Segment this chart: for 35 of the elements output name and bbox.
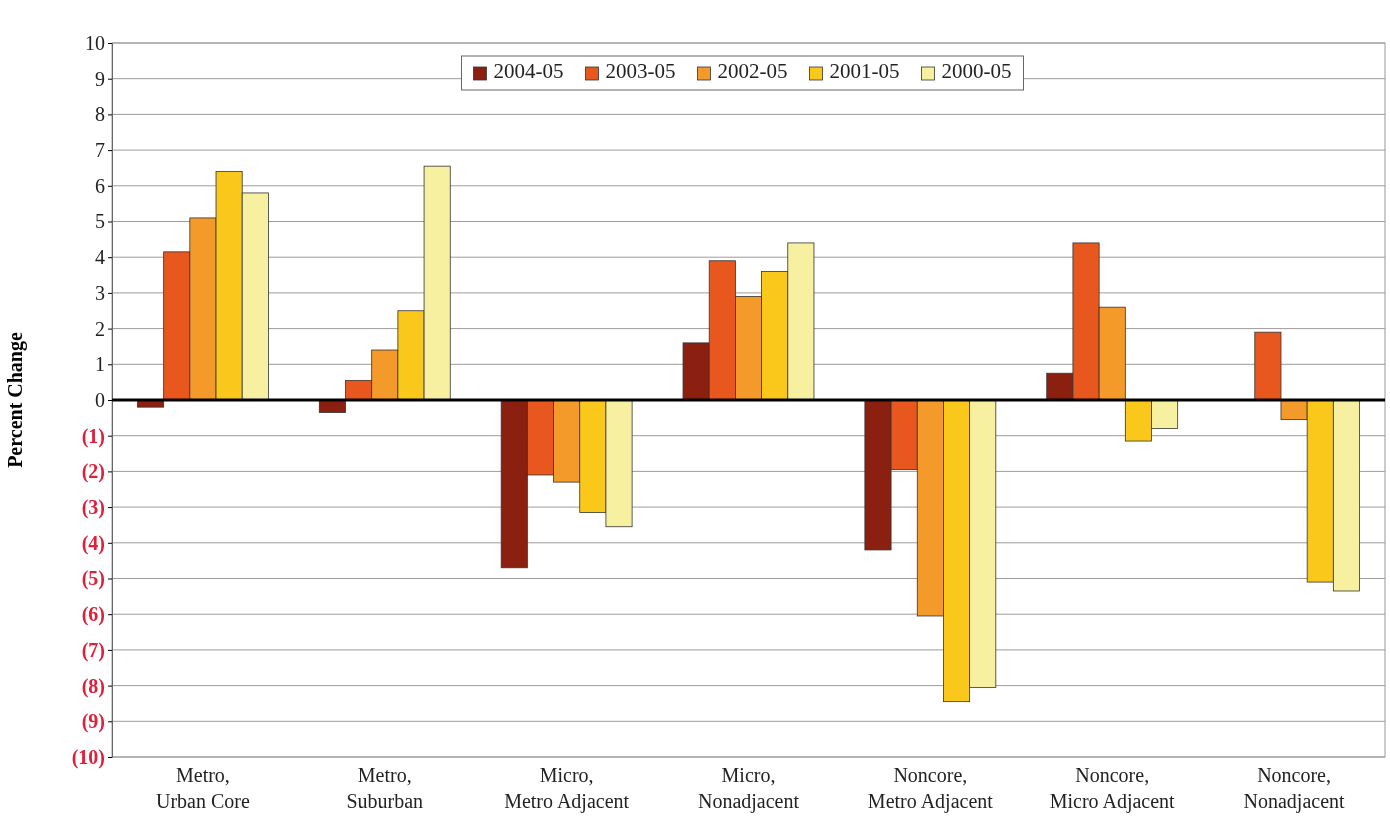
y-tick-label: (7) xyxy=(81,638,105,662)
y-tick-label: (4) xyxy=(81,531,105,555)
y-tick-label: 10 xyxy=(85,31,105,54)
y-tick-label: 5 xyxy=(95,210,105,233)
y-tick-label: 1 xyxy=(95,353,105,376)
y-axis-title: Percent Change xyxy=(4,332,27,468)
legend-label: 2000-05 xyxy=(941,59,1012,83)
y-tick-label: 6 xyxy=(95,174,105,197)
y-tick-label: 4 xyxy=(95,246,105,269)
y-tick-label: 8 xyxy=(95,103,105,126)
legend-label: 2003-05 xyxy=(605,59,676,83)
x-tick-label: Noncore, Micro Adjacent xyxy=(1049,764,1176,813)
x-tick-label: Metro, Urban Core xyxy=(156,764,250,812)
y-tick-label: 7 xyxy=(95,139,105,161)
x-tick-label: Micro, Metro Adjacent xyxy=(504,764,630,813)
y-tick-label: (8) xyxy=(81,674,105,698)
y-tick-label: (6) xyxy=(81,603,105,627)
x-tick-label: Noncore, Metro Adjacent xyxy=(867,764,994,813)
y-tick-label: (10) xyxy=(71,745,105,769)
y-tick-label: (2) xyxy=(81,460,105,484)
legend-label: 2001-05 xyxy=(829,59,900,83)
x-tick-label: Micro, Nonadjacent xyxy=(697,764,800,813)
y-tick-label: 3 xyxy=(95,281,105,304)
y-tick-label: (9) xyxy=(81,710,105,734)
y-tick-label: 2 xyxy=(95,317,105,340)
y-tick-label: 0 xyxy=(95,388,105,411)
x-tick-label: Noncore, Nonadjacent xyxy=(1243,764,1346,813)
y-tick-label: (5) xyxy=(81,567,105,591)
y-tick-label: 9 xyxy=(95,67,105,90)
legend-label: 2002-05 xyxy=(717,59,788,83)
bar xyxy=(1254,331,1282,401)
y-tick-label: (3) xyxy=(81,496,105,519)
legend-label: 2004-05 xyxy=(493,59,564,83)
x-tick-label: Metro, Suburban xyxy=(346,764,424,812)
y-tick-label: (1) xyxy=(81,424,105,448)
